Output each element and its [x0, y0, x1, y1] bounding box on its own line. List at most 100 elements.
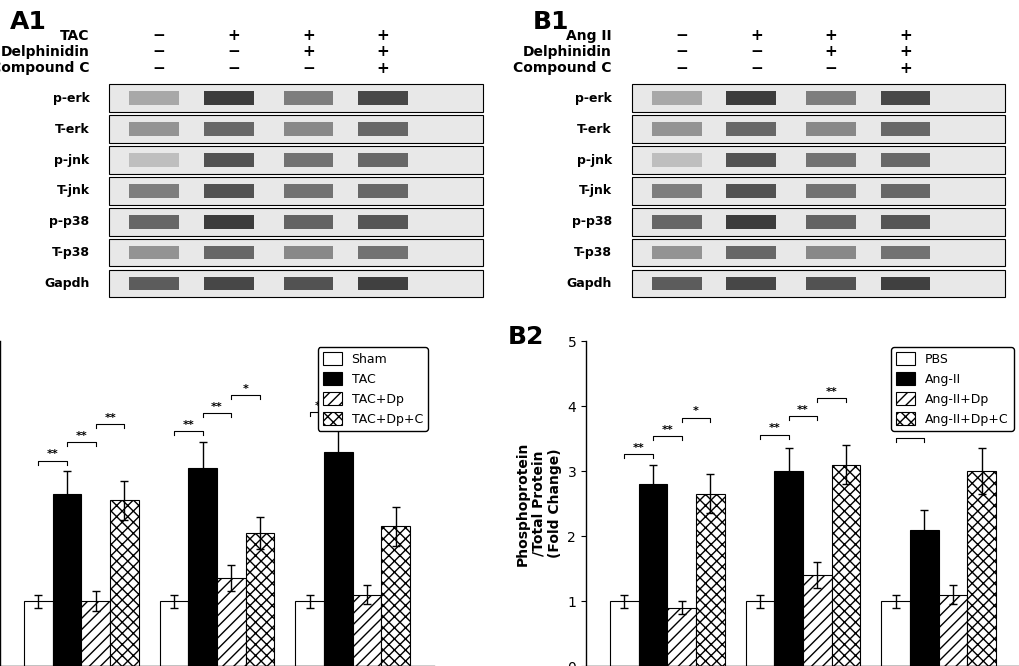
Bar — [294, 601, 324, 666]
Bar — [879, 276, 929, 290]
Bar — [880, 601, 909, 666]
Bar — [802, 575, 830, 666]
Text: **: ** — [47, 450, 58, 460]
Text: +: + — [823, 45, 837, 59]
Bar — [805, 246, 855, 260]
Text: **: ** — [182, 420, 194, 430]
Text: p-p38: p-p38 — [572, 215, 611, 228]
Text: Compound C: Compound C — [0, 61, 90, 75]
Bar — [773, 471, 802, 666]
Text: +: + — [899, 45, 911, 59]
Bar — [651, 91, 701, 105]
Text: **: ** — [825, 387, 837, 397]
Text: **: ** — [75, 431, 88, 441]
Bar — [879, 184, 929, 198]
Bar — [217, 578, 246, 666]
Text: B1: B1 — [532, 10, 569, 34]
Bar — [283, 153, 333, 167]
Bar — [109, 239, 482, 266]
Legend: PBS, Ang-II, Ang-II+Dp, Ang-II+Dp+C: PBS, Ang-II, Ang-II+Dp, Ang-II+Dp+C — [891, 348, 1013, 431]
Text: *: * — [693, 406, 698, 416]
Bar — [805, 123, 855, 136]
Text: *: * — [906, 427, 912, 437]
Text: +: + — [899, 61, 911, 76]
Bar — [745, 601, 773, 666]
Bar — [726, 246, 775, 260]
Bar — [129, 123, 179, 136]
Bar — [159, 601, 189, 666]
Text: Delphinidin: Delphinidin — [1, 45, 90, 59]
Bar — [651, 123, 701, 136]
Text: **: ** — [796, 405, 808, 415]
Text: +: + — [302, 45, 315, 59]
Bar — [879, 215, 929, 228]
Bar — [358, 246, 408, 260]
Text: −: − — [749, 45, 762, 59]
Text: −: − — [153, 45, 165, 59]
Text: −: − — [153, 61, 165, 76]
Bar — [129, 276, 179, 290]
Text: TAC: TAC — [60, 29, 90, 43]
Text: −: − — [823, 61, 837, 76]
Text: B2: B2 — [507, 325, 544, 349]
Bar — [353, 595, 381, 666]
Bar — [204, 91, 254, 105]
Text: **: ** — [961, 390, 972, 400]
Text: T-erk: T-erk — [55, 123, 90, 136]
Bar — [966, 471, 996, 666]
Bar — [726, 123, 775, 136]
Bar — [879, 123, 929, 136]
Bar — [109, 177, 482, 204]
Text: −: − — [302, 61, 315, 76]
Bar — [283, 246, 333, 260]
Bar — [23, 601, 53, 666]
Text: +: + — [823, 28, 837, 43]
Bar — [109, 115, 482, 143]
Text: T-p38: T-p38 — [52, 246, 90, 259]
Bar — [632, 239, 1004, 266]
Bar — [651, 184, 701, 198]
Bar — [632, 85, 1004, 112]
Bar — [879, 91, 929, 105]
Text: **: ** — [211, 402, 223, 412]
Bar — [324, 452, 353, 666]
Bar — [246, 533, 274, 666]
Text: Gapdh: Gapdh — [44, 277, 90, 290]
Bar — [283, 91, 333, 105]
Text: **: ** — [660, 425, 673, 435]
Text: Delphinidin: Delphinidin — [523, 45, 611, 59]
Text: T-jnk: T-jnk — [579, 184, 611, 197]
Bar — [830, 465, 860, 666]
Text: Gapdh: Gapdh — [567, 277, 611, 290]
Bar — [358, 276, 408, 290]
Text: p-p38: p-p38 — [49, 215, 90, 228]
Text: T-erk: T-erk — [577, 123, 611, 136]
Bar — [358, 184, 408, 198]
Bar — [609, 601, 638, 666]
Bar — [358, 123, 408, 136]
Text: p-jnk: p-jnk — [576, 153, 611, 166]
Bar — [53, 494, 82, 666]
Bar — [937, 595, 966, 666]
Bar — [358, 153, 408, 167]
Bar — [726, 276, 775, 290]
Bar — [129, 91, 179, 105]
Text: −: − — [227, 61, 240, 76]
Legend: Sham, TAC, TAC+Dp, TAC+Dp+C: Sham, TAC, TAC+Dp, TAC+Dp+C — [318, 348, 427, 431]
Bar — [632, 177, 1004, 204]
Text: ***: *** — [315, 401, 332, 411]
Text: p-erk: p-erk — [575, 92, 611, 105]
Text: −: − — [675, 45, 688, 59]
Text: +: + — [227, 28, 240, 43]
Bar — [909, 529, 937, 666]
Bar — [358, 215, 408, 228]
Text: **: ** — [767, 424, 780, 434]
Bar — [726, 184, 775, 198]
Bar — [651, 246, 701, 260]
Text: +: + — [376, 45, 389, 59]
Bar — [204, 184, 254, 198]
Text: **: ** — [346, 382, 359, 392]
Text: +: + — [376, 28, 389, 43]
Bar — [879, 153, 929, 167]
Bar — [805, 153, 855, 167]
